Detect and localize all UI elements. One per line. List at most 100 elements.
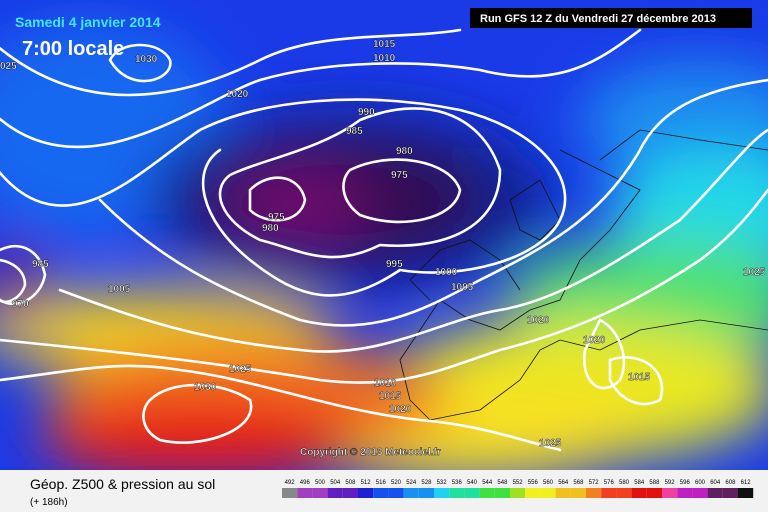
scale-swatch xyxy=(677,488,693,498)
scale-swatch xyxy=(525,488,541,498)
scale-label: 528 xyxy=(421,480,432,486)
isobar-label: 1005 xyxy=(451,282,474,293)
scale-label: 604 xyxy=(710,480,721,486)
isobar-label: 970 xyxy=(12,299,29,310)
legend-title: Géop. Z500 & pression au sol xyxy=(30,476,215,492)
isobar-label: 975 xyxy=(268,212,285,223)
scale-label: 536 xyxy=(452,480,463,486)
scale-swatch xyxy=(464,488,480,498)
isobar-label: 1015 xyxy=(379,391,402,402)
scale-swatch xyxy=(297,488,313,498)
scale-swatch xyxy=(722,488,738,498)
scale-swatch xyxy=(570,488,586,498)
scale-swatch xyxy=(373,488,389,498)
scale-label: 584 xyxy=(634,480,645,486)
scale-swatch xyxy=(312,488,328,498)
scale-swatch xyxy=(555,488,571,498)
isobar-label: 1015 xyxy=(373,39,396,50)
run-box xyxy=(470,8,752,28)
isobar-labels: 0251030102010151010990985980975975980995… xyxy=(0,39,766,449)
isobar-label: 1015 xyxy=(628,372,651,383)
isobar-label: 990 xyxy=(358,107,375,118)
scale-swatch xyxy=(707,488,723,498)
scale-label: 524 xyxy=(406,480,417,486)
isobar-label: 1030 xyxy=(135,54,158,65)
scale-label: 556 xyxy=(528,480,539,486)
scale-label: 500 xyxy=(315,480,326,486)
scale-label: 548 xyxy=(497,480,508,486)
isobar-label: 985 xyxy=(346,126,363,137)
scale-swatch xyxy=(540,488,556,498)
scale-label: 560 xyxy=(543,480,554,486)
isobar-label: 975 xyxy=(391,170,408,181)
forecast-date: Samedi 4 janvier 2014 xyxy=(15,14,161,30)
scale-label: 600 xyxy=(695,480,706,486)
isobar-label: 1025 xyxy=(539,438,562,449)
isobar-label: 1010 xyxy=(374,378,397,389)
isobar-label: 980 xyxy=(396,146,413,157)
scale-label: 516 xyxy=(376,480,387,486)
scale-label: 612 xyxy=(741,480,752,486)
scale-label: 572 xyxy=(589,480,600,486)
scale-label: 540 xyxy=(467,480,478,486)
isobar-label: 1010 xyxy=(373,53,396,64)
scale-swatch xyxy=(449,488,465,498)
isobar-label: 1020 xyxy=(389,404,412,415)
isobar-label: 025 xyxy=(0,61,17,72)
copyright: Copyright © 2013 Meteociel.fr xyxy=(300,447,441,458)
scale-swatch xyxy=(586,488,602,498)
isobar-label: 985 xyxy=(32,259,49,270)
isobar-label: 980 xyxy=(262,223,279,234)
scale-label: 504 xyxy=(330,480,341,486)
scale-label: 544 xyxy=(482,480,493,486)
scale-label: 492 xyxy=(285,480,296,486)
lead-time: (+ 186h) xyxy=(30,497,68,508)
scale-swatch xyxy=(358,488,374,498)
scale-label: 496 xyxy=(300,480,311,486)
scale-swatch xyxy=(601,488,617,498)
isobar-label: 1020 xyxy=(583,335,606,346)
run-info: Run GFS 12 Z du Vendredi 27 décembre 201… xyxy=(480,13,716,25)
scale-swatch xyxy=(403,488,419,498)
scale-swatch xyxy=(510,488,526,498)
scale-label: 520 xyxy=(391,480,402,486)
isobar-label: 1030 xyxy=(194,382,217,393)
isobar-label: 1025 xyxy=(743,267,766,278)
scale-swatch xyxy=(342,488,358,498)
scale-label: 532 xyxy=(437,480,448,486)
scale-label: 508 xyxy=(345,480,356,486)
scale-label: 568 xyxy=(573,480,584,486)
scale-swatch xyxy=(418,488,434,498)
color-scale: 492 496 500 504 508 512 516 520 524 528 532 536 540 5… xyxy=(282,480,754,498)
scale-swatch xyxy=(434,488,450,498)
scale-swatch xyxy=(738,488,754,498)
isobar-label: 1020 xyxy=(226,89,249,100)
scale-swatch xyxy=(282,488,298,498)
forecast-time: 7:00 locale xyxy=(22,38,124,60)
scale-swatch xyxy=(479,488,495,498)
isobar-label: 1000 xyxy=(435,267,458,278)
scale-swatch xyxy=(388,488,404,498)
isobar-label: 995 xyxy=(386,259,403,270)
isobar-label: 1020 xyxy=(527,315,550,326)
scale-label: 576 xyxy=(604,480,615,486)
scale-label: 596 xyxy=(680,480,691,486)
scale-label: 592 xyxy=(665,480,676,486)
scale-label: 608 xyxy=(725,480,736,486)
scale-label: 588 xyxy=(649,480,660,486)
scale-swatch xyxy=(631,488,647,498)
scale-swatch xyxy=(692,488,708,498)
scale-label: 580 xyxy=(619,480,630,486)
isobar-label: 1025 xyxy=(229,364,252,375)
isobar-label: 1005 xyxy=(108,284,131,295)
scale-swatch xyxy=(646,488,662,498)
scale-label: 564 xyxy=(558,480,569,486)
scale-label: 512 xyxy=(361,480,372,486)
scale-swatch xyxy=(662,488,678,498)
scale-swatch xyxy=(327,488,343,498)
scale-swatch xyxy=(616,488,632,498)
map-field: Copyright © 2013 Meteociel.fr xyxy=(0,0,768,470)
scale-label: 552 xyxy=(513,480,524,486)
